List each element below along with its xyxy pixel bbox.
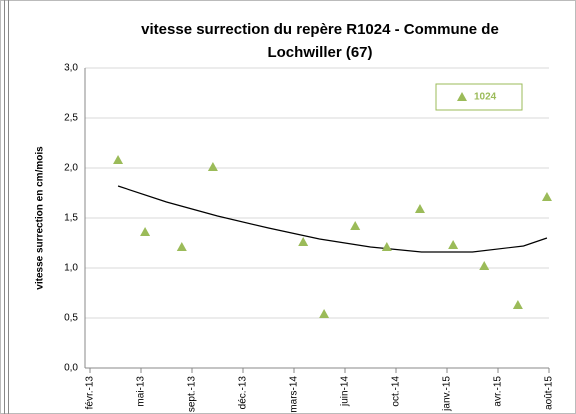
x-tick-label: févr.-13 — [85, 376, 96, 410]
x-tick-label: mai-13 — [136, 376, 147, 407]
data-point — [298, 237, 309, 246]
data-point — [319, 309, 330, 318]
x-tick-label: mars-14 — [289, 376, 300, 413]
data-point — [448, 240, 459, 249]
x-tick-label: juin-14 — [340, 376, 351, 407]
y-tick-label: 2,5 — [64, 113, 78, 124]
data-point — [350, 221, 361, 230]
y-axis-title: vitesse surrection en cm/mois — [35, 146, 46, 290]
x-tick-label: août-15 — [544, 376, 555, 410]
data-point — [541, 192, 552, 201]
y-tick-label: 2,0 — [64, 163, 78, 174]
legend — [435, 83, 523, 111]
y-tick-label: 1,0 — [64, 263, 78, 274]
data-point — [414, 204, 425, 213]
y-tick-label: 3,0 — [64, 63, 78, 74]
data-point — [512, 300, 523, 309]
chart-title: Lochwiller (67) — [267, 44, 372, 61]
x-tick-label: oct.-14 — [391, 376, 402, 407]
y-tick-label: 0,0 — [64, 363, 78, 374]
data-point — [140, 227, 151, 236]
data-point — [207, 162, 218, 171]
data-point — [381, 242, 392, 251]
legend-marker — [457, 92, 467, 101]
x-tick-label: déc.-13 — [238, 376, 249, 410]
y-tick-label: 1,5 — [64, 213, 78, 224]
y-tick-label: 0,5 — [64, 313, 78, 324]
data-point — [113, 155, 124, 164]
chart-title: vitesse surrection du repère R1024 - Com… — [141, 21, 499, 38]
trendline — [117, 185, 548, 253]
data-point — [479, 261, 490, 270]
legend-label: 1024 — [474, 92, 497, 103]
x-tick-label: sept.-13 — [187, 376, 198, 413]
data-point — [176, 242, 187, 251]
x-tick-label: avr.-15 — [493, 376, 504, 407]
x-tick-label: janv.-15 — [442, 376, 453, 412]
